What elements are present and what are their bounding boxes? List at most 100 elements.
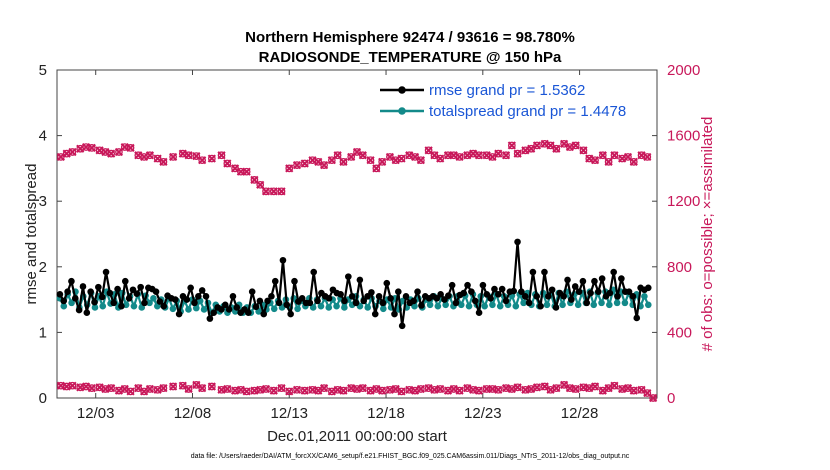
obs-count-point-cross: [261, 187, 271, 196]
obs-count-low-point: [277, 384, 286, 393]
totalspread-series-point: [68, 299, 75, 307]
obs-count-point-circle: [333, 151, 342, 160]
obs-count-point-cross: [571, 141, 580, 150]
obs-count-point-cross: [184, 151, 193, 160]
rmse-series-point: [448, 281, 456, 289]
obs-count-point-circle: [207, 154, 216, 163]
rmse-series-point: [229, 293, 237, 300]
obs-count-low-point-circle: [513, 383, 522, 392]
rmse-series-point: [387, 294, 394, 302]
totalspread-series-point: [364, 304, 372, 311]
rmse-series-point: [275, 299, 283, 307]
obs-count-low-point-cross: [513, 383, 522, 392]
rmse-series-point: [102, 268, 110, 276]
obs-count-low-point-cross: [319, 384, 329, 393]
obs-count-low-point-cross: [261, 384, 271, 394]
totalspread-series-point: [341, 304, 348, 311]
totalspread-series-point: [644, 301, 652, 309]
rmse-series-point: [402, 293, 410, 300]
rmse-series-point: [437, 291, 444, 298]
obs-count-point-cross: [198, 156, 207, 165]
obs-count-point: [250, 175, 259, 184]
obs-count-low-point-circle: [339, 386, 348, 395]
obs-count-point: [416, 156, 425, 165]
obs-count-low-point-cross: [629, 386, 638, 395]
obs-count-point-circle: [552, 144, 561, 153]
obs-count-low-point-circle: [207, 382, 216, 391]
obs-count-point-cross: [285, 164, 294, 173]
rmse-series-point: [68, 277, 75, 285]
obs-count-point: [590, 156, 600, 165]
totalspread-series-point: [434, 302, 442, 310]
rmse-series-point: [271, 277, 279, 285]
rmse-series-line: [58, 240, 649, 327]
obs-count-point-circle: [87, 144, 96, 152]
rmse-series-point: [175, 310, 183, 318]
obs-count-point-circle: [300, 159, 309, 168]
obs-count-point-circle: [347, 153, 356, 161]
obs-count-point: [277, 187, 286, 196]
totalspread-series-point: [325, 304, 333, 311]
obs-count-point-circle: [372, 164, 381, 173]
obs-count-low-point-cross: [198, 384, 207, 393]
obs-count-low-point-circle: [397, 387, 406, 396]
obs-count-point-cross: [217, 151, 226, 160]
obs-count-point-circle: [250, 176, 259, 184]
obs-count-point-cross: [436, 154, 445, 163]
rmse-series-point: [445, 292, 452, 299]
totalspread-series-point: [60, 302, 68, 310]
obs-count-low-point-circle: [320, 384, 328, 393]
rmse-series-point: [260, 310, 268, 318]
obs-count-low-point-circle: [643, 389, 652, 397]
rmse-series-point: [210, 309, 218, 317]
obs-count-point-cross: [319, 161, 329, 170]
rmse-series-point: [410, 297, 418, 305]
obs-count-point: [300, 159, 309, 168]
obs-count-point: [68, 147, 77, 157]
rmse-series-point: [583, 299, 591, 307]
rmse-series-point: [560, 293, 567, 300]
obs-count-point: [372, 164, 381, 173]
obs-count-point-circle: [262, 187, 270, 196]
obs-count-point-circle: [610, 151, 619, 160]
y-left-tick-label: 0: [39, 390, 47, 407]
rmse-series-point: [614, 293, 621, 300]
rmse-series-point: [587, 289, 594, 297]
obs-count-low-point-cross: [416, 384, 425, 394]
obs-count-point-circle: [285, 164, 294, 173]
rmse-series-point: [452, 299, 460, 307]
obs-count-point-circle: [339, 157, 348, 166]
obs-count-low-point-circle: [223, 385, 232, 393]
rmse-series-point: [191, 299, 198, 307]
obs-count-point-cross: [159, 157, 168, 166]
obs-count-point-circle: [424, 146, 433, 155]
totalspread-series-point: [442, 301, 449, 309]
obs-count-low-point: [145, 384, 155, 394]
rmse-series-point: [475, 309, 483, 317]
legend-rmse-marker: [398, 86, 406, 94]
rmse-series-point: [337, 291, 344, 298]
obs-count-point-cross: [242, 167, 251, 176]
obs-count-point-cross: [372, 164, 381, 173]
obs-count-point: [261, 187, 271, 196]
obs-count-point: [358, 151, 367, 160]
totalspread-series-point: [606, 301, 613, 309]
rmse-series-point: [510, 287, 517, 295]
rmse-series-point: [464, 281, 471, 289]
rmse-series-point: [564, 276, 571, 284]
obs-count-point-circle: [242, 167, 251, 176]
rmse-series-point: [391, 310, 398, 318]
rmse-series-point: [498, 285, 506, 293]
obs-count-low-point-cross: [159, 384, 168, 393]
obs-count-point-cross: [300, 159, 309, 168]
obs-count-low-point: [649, 393, 658, 403]
obs-count-point-circle: [378, 157, 387, 166]
obs-count-point-circle: [513, 149, 522, 158]
rmse-series-point: [206, 315, 214, 322]
obs-count-low-point: [513, 383, 522, 392]
rmse-series-point: [121, 277, 129, 285]
obs-count-point-circle: [184, 151, 193, 160]
obs-count-point: [223, 159, 232, 168]
obs-count-low-point-circle: [87, 384, 96, 393]
obs-count-point-cross: [501, 151, 511, 160]
